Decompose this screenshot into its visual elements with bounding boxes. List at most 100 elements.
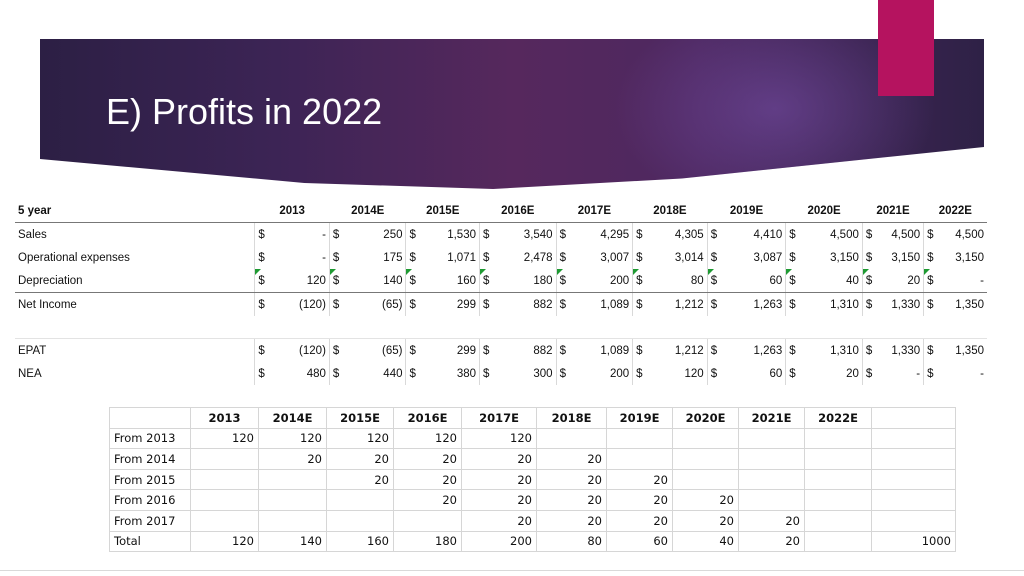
cell-value: 120 (461, 427, 537, 450)
cell-value: 380 (456, 367, 476, 380)
cell-value: - (916, 367, 921, 380)
currency-symbol: $ (254, 246, 271, 269)
currency-symbol: $ (478, 222, 495, 246)
cell-value: 1,263 (753, 344, 783, 357)
cell-value: 1,330 (891, 344, 921, 357)
cell-value (804, 448, 872, 470)
currency-symbol: $ (328, 338, 345, 362)
cell-value (190, 489, 259, 511)
currency-symbol: $ (478, 269, 495, 293)
cell-value (606, 427, 673, 450)
table-row: NEA $480 $440 $380 $300 $200 $120 $60 $20 $ - $ - (15, 362, 987, 385)
cell-value (738, 448, 805, 470)
currency-symbol: $ (254, 338, 271, 362)
currency-symbol: $ (923, 246, 939, 269)
row-label: Total (109, 530, 191, 553)
cell-value: 1,350 (955, 344, 984, 357)
currency-symbol: $ (861, 269, 878, 293)
cell-value: 1,071 (447, 251, 476, 264)
row-label: Net Income (18, 298, 77, 311)
currency-symbol: $ (254, 292, 271, 316)
cell-value: 20 (258, 448, 327, 470)
currency-symbol: $ (328, 269, 345, 293)
cell-value: 250 (383, 228, 403, 241)
cell-value: 20 (461, 489, 537, 511)
cell-value: 40 (801, 269, 863, 293)
total-row: Total 120 140 160 180 200 80 60 40 20 1000 (109, 530, 956, 553)
currency-symbol: $ (328, 292, 345, 316)
cell-value (871, 427, 956, 450)
cell-value: 440 (383, 367, 403, 380)
cell-value: 4,500 (830, 228, 859, 241)
table-row: EPAT $ (120) $ (65) $299 $882 $1,089 $1,212 $1,26… (15, 338, 987, 362)
cell-value: 20 (672, 509, 739, 532)
cell-value: 4,500 (955, 228, 984, 241)
currency-symbol: $ (785, 362, 802, 385)
currency-symbol: $ (478, 338, 495, 362)
row-label: Sales (18, 228, 47, 241)
cell-value: 4,295 (600, 228, 630, 241)
cell-value (536, 427, 607, 450)
year-header: 2017E (461, 407, 537, 429)
cell-value: 200 (461, 530, 537, 553)
currency-symbol: $ (405, 292, 422, 316)
table-row: From 2017 20 20 20 20 20 (109, 509, 956, 532)
currency-symbol: $ (478, 246, 495, 269)
cell-value (326, 509, 394, 532)
cell-value: 20 (606, 509, 673, 532)
currency-symbol: $ (706, 292, 723, 316)
cell-value: 80 (647, 269, 708, 293)
cell-value: 20 (326, 448, 394, 470)
cell-value (606, 448, 673, 470)
year-header: 2015E (405, 199, 480, 223)
currency-symbol: $ (405, 222, 422, 246)
row-label: From 2015 (109, 468, 191, 491)
cell-value: 20 (846, 367, 859, 380)
currency-symbol: $ (923, 292, 939, 316)
currency-symbol: $ (555, 246, 572, 269)
currency-symbol: $ (706, 269, 723, 293)
cell-value: 1,310 (830, 344, 859, 357)
cell-value: 3,087 (753, 251, 783, 264)
cell-value: 20 (393, 489, 462, 511)
currency-symbol: $ (632, 362, 648, 385)
row-label: From 2017 (109, 509, 191, 532)
cell-value: 4,500 (891, 228, 921, 241)
schedule-extra-header (871, 407, 956, 429)
year-header: 2014E (258, 407, 327, 429)
cell-value: 1,089 (600, 344, 630, 357)
year-header: 2022E (923, 199, 987, 223)
cell-value (190, 468, 259, 491)
cell-value: 120 (326, 427, 394, 450)
cell-value: 160 (421, 269, 480, 293)
cell-value (804, 427, 872, 450)
spacer-cell (15, 316, 987, 339)
cell-value: 20 (606, 489, 673, 511)
cell-value: (65) (382, 344, 403, 357)
cell-value (804, 468, 872, 491)
currency-symbol: $ (923, 222, 939, 246)
cell-value (871, 468, 956, 491)
cell-value (738, 468, 805, 491)
cell-value (258, 489, 327, 511)
cell-value: 882 (533, 298, 553, 311)
spacer-row (15, 316, 987, 339)
year-header: 2019E (707, 199, 786, 223)
cell-value (672, 468, 739, 491)
cell-value (804, 530, 872, 553)
table-row: Operational expenses $ - $175 $1,071 $2,478 $3… (15, 246, 987, 269)
cell-value: 120 (270, 269, 330, 293)
year-header: 2016E (479, 199, 557, 223)
cell-value: 200 (571, 269, 633, 293)
currency-symbol: $ (405, 269, 422, 293)
currency-symbol: $ (785, 269, 802, 293)
currency-symbol: $ (405, 246, 422, 269)
currency-symbol: $ (861, 338, 878, 362)
currency-symbol: $ (923, 338, 939, 362)
cell-value (672, 448, 739, 470)
row-label: From 2013 (109, 427, 191, 450)
cell-value: 1,350 (955, 298, 984, 311)
header-label: 5 year (15, 199, 255, 223)
cell-value (871, 509, 956, 532)
cell-value (738, 489, 805, 511)
